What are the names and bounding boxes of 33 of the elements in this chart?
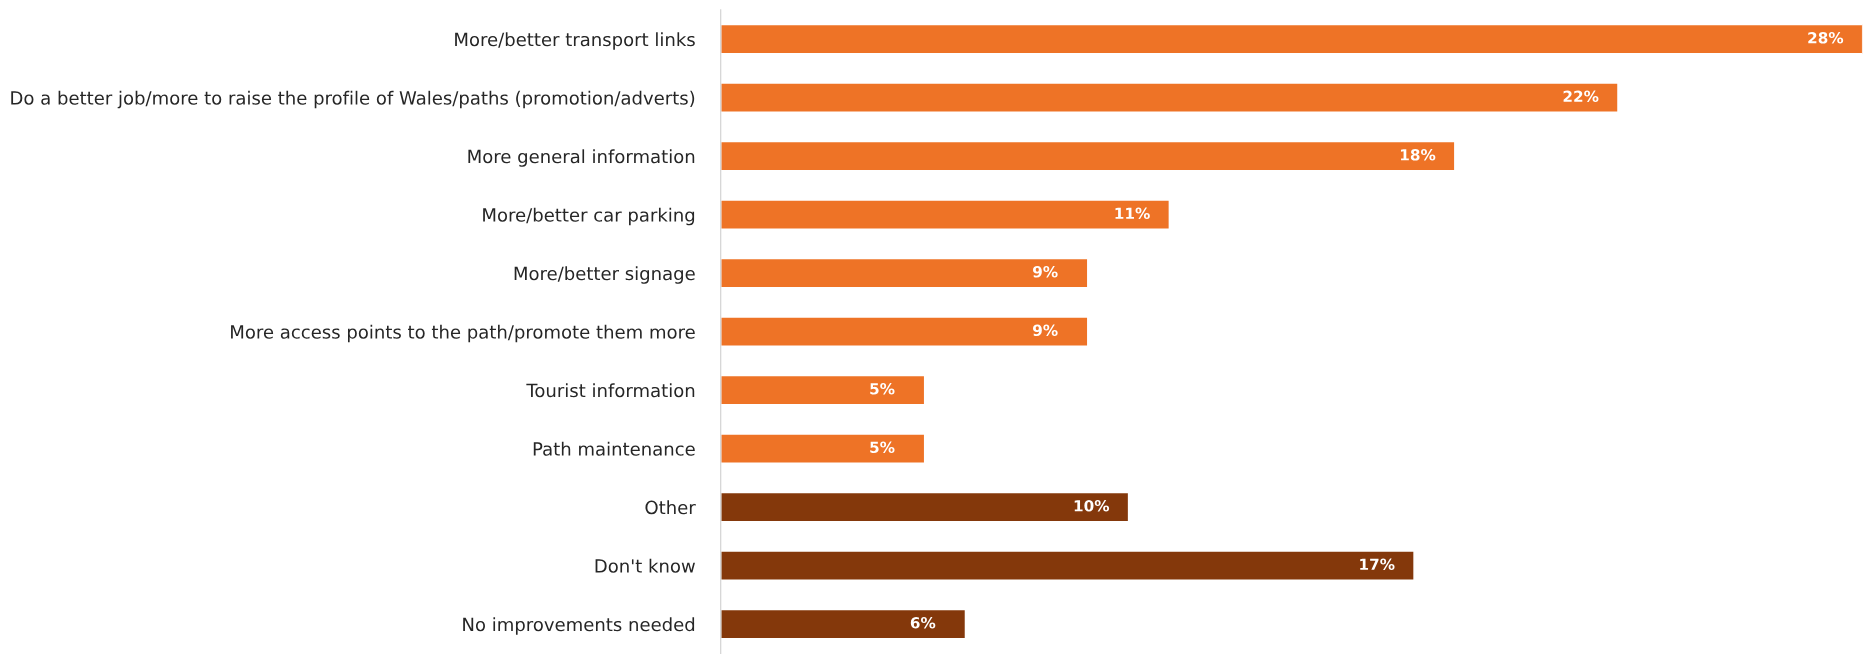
bar bbox=[720, 140, 1456, 172]
y-tick-label: More/better signage bbox=[514, 266, 695, 284]
data-label: 18% bbox=[1400, 149, 1436, 161]
data-label: 5% bbox=[870, 383, 895, 395]
y-tick-label: Don't know bbox=[595, 558, 695, 573]
data-label: 10% bbox=[1074, 500, 1110, 512]
y-tick-label: More/better transport links bbox=[455, 32, 695, 50]
bar bbox=[720, 491, 1130, 523]
y-tick-label: Path maintenance bbox=[533, 441, 695, 456]
data-label: 9% bbox=[1033, 324, 1058, 337]
bar bbox=[720, 608, 967, 640]
bar bbox=[720, 199, 1171, 230]
bar bbox=[720, 550, 1415, 581]
bar bbox=[720, 374, 926, 406]
data-label: 22% bbox=[1563, 90, 1599, 103]
data-label: 5% bbox=[870, 441, 895, 454]
y-tick-label: No improvements needed bbox=[463, 617, 695, 635]
y-tick-label: More access points to the path/promote them more bbox=[231, 324, 695, 343]
data-label: 17% bbox=[1360, 558, 1395, 571]
data-label: 28% bbox=[1808, 32, 1844, 44]
y-tick-label: Other bbox=[645, 500, 696, 515]
bar bbox=[720, 23, 1863, 55]
data-label: 9% bbox=[1033, 266, 1058, 278]
bar bbox=[720, 316, 1089, 347]
y-tick-label: Do a better job/more to raise the profile of Wales/paths (promotion/adverts) bbox=[11, 90, 695, 109]
y-tick-label: Tourist information bbox=[526, 383, 695, 398]
data-label: 11% bbox=[1115, 207, 1150, 220]
data-label: 6% bbox=[910, 617, 936, 629]
bar bbox=[720, 433, 926, 464]
y-tick-label: More general information bbox=[468, 149, 695, 167]
bar bbox=[720, 257, 1089, 289]
y-tick-label: More/better car parking bbox=[483, 207, 695, 226]
bar bbox=[720, 82, 1619, 113]
